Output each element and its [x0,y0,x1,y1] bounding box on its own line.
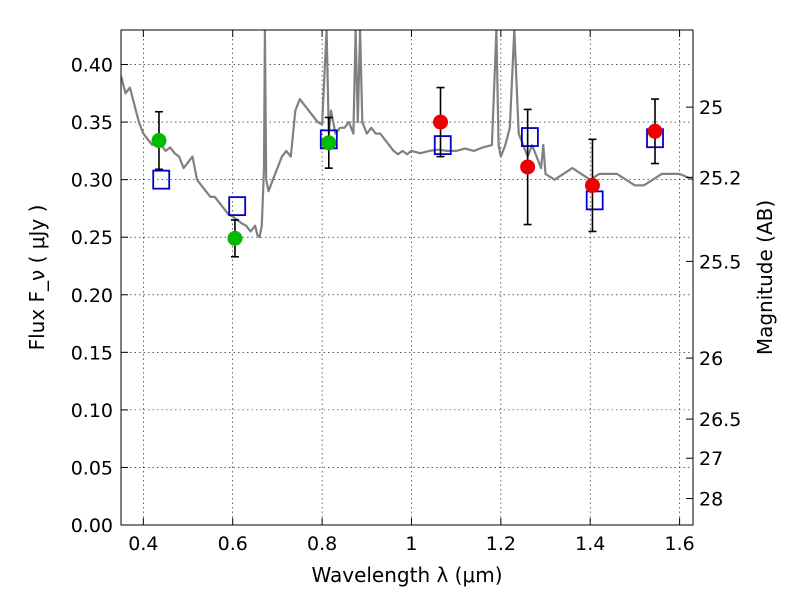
green-point [321,135,337,151]
x-tick-label: 1.2 [486,533,516,555]
x-tick-label: 0.4 [128,533,158,555]
blue-square-point [152,169,171,190]
right-axis-tick-label: 25 [699,97,723,119]
spectrum-line [121,30,693,239]
y-tick-label: 0.15 [71,342,113,364]
x-tick-label: 1.6 [664,533,694,555]
right-axis-label: Magnitude (AB) [753,200,777,355]
grid [121,30,693,526]
red-point [520,159,536,175]
red-point [647,123,663,139]
x-tick-label: 1.4 [575,533,605,555]
y-tick-label: 0.30 [71,170,113,192]
right-axis-tick-label: 27 [699,448,723,470]
blue-square-point [520,127,539,147]
y-tick-label: 0.35 [71,112,113,134]
right-axis-tick-label: 25.2 [699,167,741,189]
right-axis-tick-label: 25.5 [699,251,741,273]
y-tick-label: 0.25 [71,227,113,249]
axis-tick-labels: 0.4 0.6 0.8 1 1.2 1.4 1.6 0.00 0.05 0.10 0.15 0.20 0… [71,55,742,555]
green-point [227,230,243,246]
y-tick-label: 0.40 [71,55,113,77]
right-axis-tick-label: 28 [699,489,723,511]
axis-ticks [121,30,693,526]
red-point [584,177,600,193]
y-axis-label: Flux F_ν ( μJy ) [25,205,49,351]
y-tick-label: 0.20 [71,285,113,307]
model-spectrum [121,30,693,239]
red-point [433,114,449,130]
blue-square-point [433,135,452,156]
x-tick-label: 1 [405,533,417,555]
x-tick-label: 0.6 [218,533,248,555]
y-tick-label: 0.00 [71,515,113,537]
photometry-points [151,86,664,258]
y-tick-label: 0.05 [71,457,113,479]
y-tick-label: 0.10 [71,400,113,422]
plot-frame [120,29,694,526]
x-tick-label: 0.8 [307,533,337,555]
x-axis-label: Wavelength λ (μm) [311,563,502,587]
right-axis-tick-label: 26 [699,348,723,370]
blue-square-point [585,190,604,211]
right-axis-tick-label: 26.5 [699,409,741,431]
green-point [151,133,167,149]
blue-square-point [228,196,247,217]
